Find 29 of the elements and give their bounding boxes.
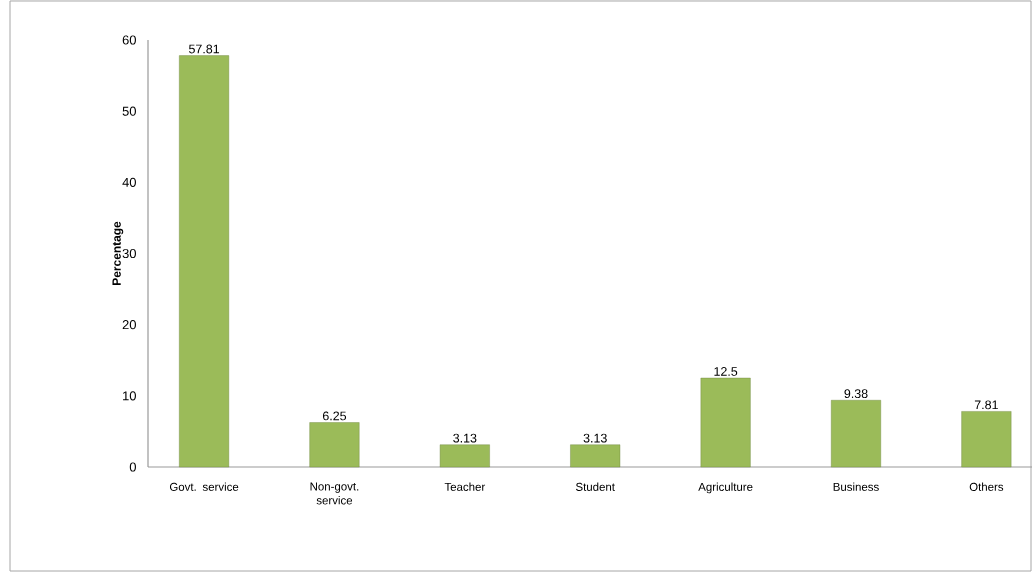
y-tick-label: 10	[123, 391, 136, 401]
data-label: 9.38	[844, 389, 868, 399]
x-tick-label: Teacher	[444, 482, 486, 491]
x-tick-label: Govt. service	[169, 482, 239, 491]
y-tick-label: 60	[122, 35, 136, 45]
y-tick-label: 50	[122, 106, 136, 116]
bar	[700, 377, 751, 468]
y-axis-title: Percentage	[112, 221, 124, 285]
x-tick-label: Others	[969, 482, 1004, 491]
data-label: 3.13	[453, 433, 477, 443]
x-tick-label: Business	[833, 482, 879, 491]
data-label: 6.25	[322, 411, 347, 421]
bar	[570, 444, 621, 468]
y-tick-label: 0	[129, 462, 136, 472]
y-tick-label: 20	[122, 320, 136, 330]
bar	[831, 400, 881, 468]
bar	[439, 444, 490, 468]
data-label: 57.81	[188, 44, 220, 54]
x-tick-label: Student	[575, 482, 615, 491]
x-tick-label: Non-govt. service	[310, 482, 359, 505]
data-label: 12.5	[714, 367, 738, 376]
data-label: 7.81	[974, 400, 998, 410]
x-tick-label: Agriculture	[698, 482, 753, 494]
y-tick-label: 30	[122, 248, 136, 259]
y-tick-label: 40	[122, 177, 136, 187]
bar	[309, 422, 360, 468]
bar	[961, 411, 1012, 468]
bar	[179, 55, 230, 468]
data-label: 3.13	[583, 433, 607, 443]
